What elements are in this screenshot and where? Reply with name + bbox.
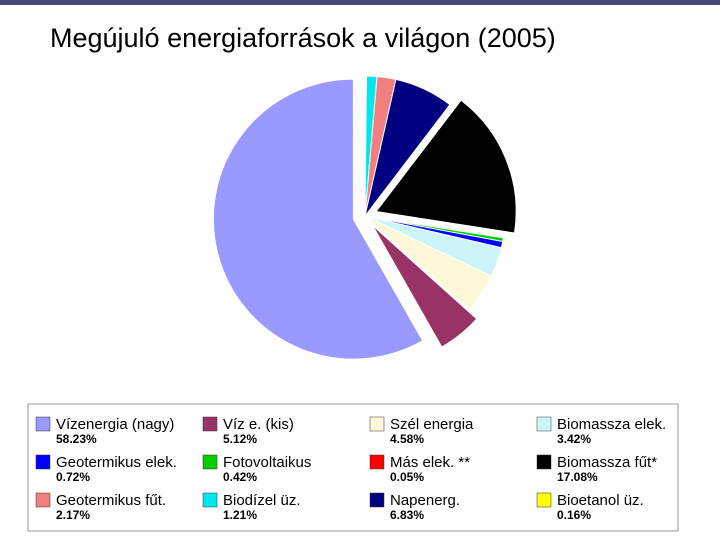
- value-label: 58.23%: [56, 432, 97, 446]
- legend-swatch: [35, 492, 51, 508]
- legend-label: Fotovoltaikus: [223, 454, 311, 471]
- legend-swatch: [369, 416, 385, 432]
- pie-slice: [364, 78, 451, 217]
- legend-swatch: [202, 416, 218, 432]
- legend-label: Napenerg.: [390, 492, 460, 509]
- value-label: 1.21%: [223, 508, 257, 522]
- legend-swatch: [536, 454, 552, 470]
- value-label: 0.05%: [390, 470, 424, 484]
- pie-slice: [375, 99, 517, 234]
- value-label: 2.17%: [56, 508, 90, 522]
- value-label: 6.83%: [390, 508, 424, 522]
- legend-label: Biomassza fűt*: [557, 454, 657, 471]
- legend-label: Geotermikus fűt.: [56, 492, 166, 509]
- legend-label: Biodízel üz.: [223, 492, 301, 509]
- value-label: 0.72%: [56, 470, 90, 484]
- legend-label: Biomassza elek.: [557, 416, 666, 433]
- legend-label: Bioetanol üz.: [557, 492, 644, 509]
- pie-slice: [212, 78, 424, 360]
- legend-label: Víz e. (kis): [223, 416, 294, 433]
- legend-swatch: [536, 416, 552, 432]
- legend-box: [27, 403, 679, 532]
- legend-label: Szél energia: [390, 416, 474, 433]
- value-label: 0.42%: [223, 470, 257, 484]
- legend-swatch: [536, 492, 552, 508]
- chart-title: Megújuló energiaforrások a világon (2005…: [50, 23, 556, 53]
- pie-slice: [372, 224, 478, 348]
- pie-slice: [364, 215, 493, 311]
- legend-label: Más elek. **: [390, 454, 470, 471]
- legend-swatch: [35, 416, 51, 432]
- legend-swatch: [202, 492, 218, 508]
- value-label: 3.42%: [557, 432, 591, 446]
- value-label: 17.08%: [557, 470, 598, 484]
- legend-label: Vízenergia (nagy): [56, 416, 174, 433]
- legend-label: Geotermikus elek.: [56, 454, 177, 471]
- legend-swatch: [202, 454, 218, 470]
- value-label: 4.58%: [390, 432, 424, 446]
- top-bar: [0, 0, 720, 5]
- value-label: 5.12%: [223, 432, 257, 446]
- legend-swatch: [369, 454, 385, 470]
- legend-swatch: [369, 492, 385, 508]
- value-label: 0.16%: [557, 508, 591, 522]
- legend-swatch: [35, 454, 51, 470]
